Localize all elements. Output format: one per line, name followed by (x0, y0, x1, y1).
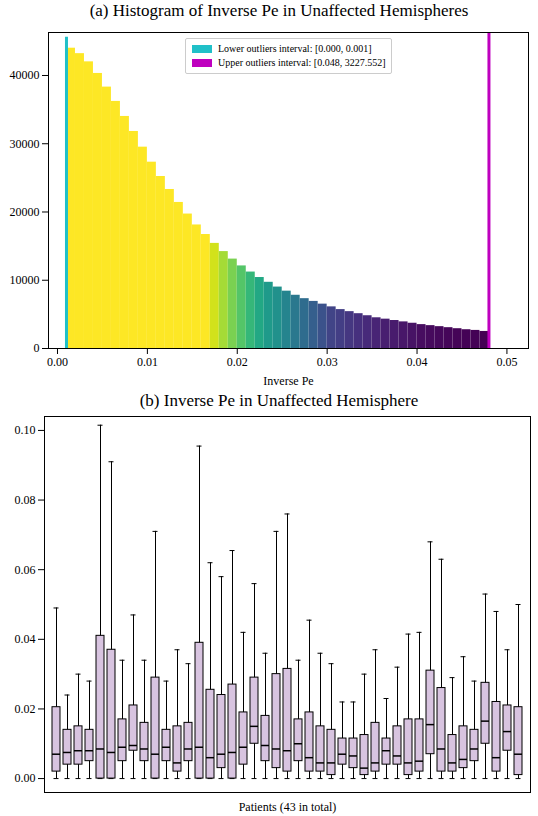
svg-text:0.02: 0.02 (227, 355, 248, 369)
html-text:(b) Inverse Pe in Unaffected H: (b) Inverse Pe in Unaffected Hemisphere (139, 391, 419, 410)
svg-text:20000: 20000 (10, 205, 40, 219)
svg-text:0.04: 0.04 (15, 632, 36, 646)
html-text:(a) Histogram of Inverse Pe in: (a) Histogram of Inverse Pe in Unaffecte… (89, 1, 469, 20)
svg-text:Patients (43 in total): Patients (43 in total) (239, 800, 337, 814)
svg-text:Inverse Pe: Inverse Pe (263, 374, 313, 388)
svg-text:0.00: 0.00 (47, 355, 68, 369)
svg-text:0.10: 0.10 (15, 423, 36, 437)
svg-text:0.02: 0.02 (15, 702, 36, 716)
html-text:Lower outliers interval: [0.00: Lower outliers interval: [0.000, 0.001] (218, 43, 372, 54)
html-text:Upper outliers interval: [0.04: Upper outliers interval: [0.048, 3227.55… (218, 57, 386, 68)
svg-text:0.00: 0.00 (15, 771, 36, 785)
svg-text:0.05: 0.05 (496, 355, 517, 369)
svg-text:10000: 10000 (10, 273, 40, 287)
svg-text:30000: 30000 (10, 137, 40, 151)
svg-text:0.03: 0.03 (317, 355, 338, 369)
svg-text:0.01: 0.01 (137, 355, 158, 369)
svg-text:0.06: 0.06 (15, 563, 36, 577)
svg-text:0.08: 0.08 (15, 493, 36, 507)
svg-text:0.04: 0.04 (407, 355, 428, 369)
svg-text:0: 0 (34, 341, 40, 355)
svg-text:40000: 40000 (10, 68, 40, 82)
